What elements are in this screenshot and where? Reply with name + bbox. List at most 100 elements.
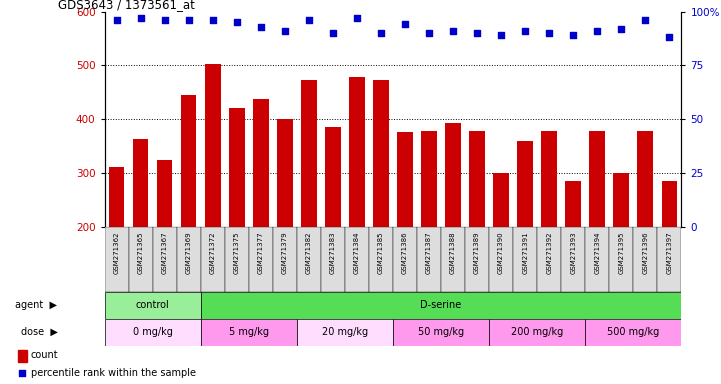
Bar bbox=[301, 80, 317, 334]
Bar bbox=[585, 227, 609, 292]
Bar bbox=[128, 227, 153, 292]
Text: 5 mg/kg: 5 mg/kg bbox=[229, 327, 269, 337]
Text: D-serine: D-serine bbox=[420, 300, 461, 310]
Point bbox=[351, 15, 363, 21]
Point bbox=[399, 22, 411, 28]
Text: 0 mg/kg: 0 mg/kg bbox=[133, 327, 172, 337]
Text: GSM271396: GSM271396 bbox=[642, 232, 648, 275]
Bar bbox=[518, 141, 533, 334]
Bar bbox=[229, 108, 244, 334]
Bar bbox=[489, 319, 585, 346]
Bar bbox=[277, 119, 293, 334]
Text: GSM271397: GSM271397 bbox=[666, 232, 672, 275]
Text: GSM271367: GSM271367 bbox=[162, 232, 167, 275]
Bar bbox=[489, 227, 513, 292]
Text: GSM271375: GSM271375 bbox=[234, 232, 239, 274]
Point bbox=[135, 15, 146, 21]
Bar bbox=[614, 173, 629, 334]
Bar bbox=[109, 167, 125, 334]
Bar bbox=[658, 227, 681, 292]
Point bbox=[663, 34, 675, 40]
Point bbox=[640, 17, 651, 23]
Text: GSM271386: GSM271386 bbox=[402, 232, 408, 275]
Bar bbox=[105, 292, 200, 319]
Bar bbox=[297, 319, 393, 346]
Bar bbox=[321, 227, 345, 292]
Bar bbox=[349, 77, 365, 334]
Bar bbox=[273, 227, 297, 292]
Text: GSM271389: GSM271389 bbox=[474, 232, 480, 275]
Bar bbox=[153, 227, 177, 292]
Point bbox=[111, 17, 123, 23]
Bar bbox=[465, 227, 489, 292]
Bar bbox=[417, 227, 441, 292]
Bar bbox=[393, 319, 489, 346]
Text: 200 mg/kg: 200 mg/kg bbox=[511, 327, 563, 337]
Point bbox=[544, 30, 555, 36]
Text: 500 mg/kg: 500 mg/kg bbox=[607, 327, 660, 337]
Bar bbox=[133, 139, 149, 334]
Text: 50 mg/kg: 50 mg/kg bbox=[418, 327, 464, 337]
Bar bbox=[157, 161, 172, 334]
Text: GSM271369: GSM271369 bbox=[186, 232, 192, 275]
Text: GSM271392: GSM271392 bbox=[547, 232, 552, 274]
Bar bbox=[200, 292, 681, 319]
Point bbox=[207, 17, 218, 23]
Bar bbox=[18, 350, 27, 362]
Text: GSM271390: GSM271390 bbox=[498, 232, 504, 275]
Text: GSM271394: GSM271394 bbox=[594, 232, 600, 274]
Point bbox=[472, 30, 483, 36]
Bar bbox=[513, 227, 537, 292]
Point bbox=[279, 28, 291, 34]
Point bbox=[303, 17, 314, 23]
Point bbox=[495, 32, 507, 38]
Text: GSM271395: GSM271395 bbox=[619, 232, 624, 274]
Point bbox=[231, 19, 242, 25]
Bar bbox=[177, 227, 200, 292]
Text: GSM271379: GSM271379 bbox=[282, 232, 288, 275]
Bar bbox=[105, 227, 681, 292]
Bar bbox=[541, 131, 557, 334]
Point bbox=[591, 28, 603, 34]
Point bbox=[447, 28, 459, 34]
Text: GSM271393: GSM271393 bbox=[570, 232, 576, 275]
Bar bbox=[297, 227, 321, 292]
Text: GSM271388: GSM271388 bbox=[450, 232, 456, 275]
Bar bbox=[105, 319, 200, 346]
Bar bbox=[249, 227, 273, 292]
Point bbox=[567, 32, 579, 38]
Bar bbox=[225, 227, 249, 292]
Text: GSM271387: GSM271387 bbox=[426, 232, 432, 275]
Point bbox=[519, 28, 531, 34]
Bar bbox=[205, 64, 221, 334]
Text: GSM271372: GSM271372 bbox=[210, 232, 216, 274]
Point bbox=[255, 23, 267, 30]
Point bbox=[17, 369, 28, 376]
Bar bbox=[585, 319, 681, 346]
Bar bbox=[397, 132, 412, 334]
Bar bbox=[105, 227, 128, 292]
Text: GSM271391: GSM271391 bbox=[522, 232, 528, 275]
Bar bbox=[393, 227, 417, 292]
Text: GSM271362: GSM271362 bbox=[114, 232, 120, 274]
Bar bbox=[181, 95, 196, 334]
Text: dose  ▶: dose ▶ bbox=[21, 327, 58, 337]
Bar bbox=[445, 123, 461, 334]
Bar bbox=[421, 131, 437, 334]
Text: control: control bbox=[136, 300, 169, 310]
Bar bbox=[369, 227, 393, 292]
Bar bbox=[493, 173, 509, 334]
Bar bbox=[325, 127, 341, 334]
Bar bbox=[662, 181, 677, 334]
Text: GSM271382: GSM271382 bbox=[306, 232, 311, 274]
Bar bbox=[565, 181, 581, 334]
Bar bbox=[609, 227, 633, 292]
Bar bbox=[253, 99, 268, 334]
Bar bbox=[345, 227, 369, 292]
Text: percentile rank within the sample: percentile rank within the sample bbox=[30, 367, 195, 377]
Text: count: count bbox=[30, 350, 58, 360]
Bar bbox=[537, 227, 561, 292]
Bar bbox=[561, 227, 585, 292]
Point bbox=[616, 26, 627, 32]
Bar bbox=[373, 80, 389, 334]
